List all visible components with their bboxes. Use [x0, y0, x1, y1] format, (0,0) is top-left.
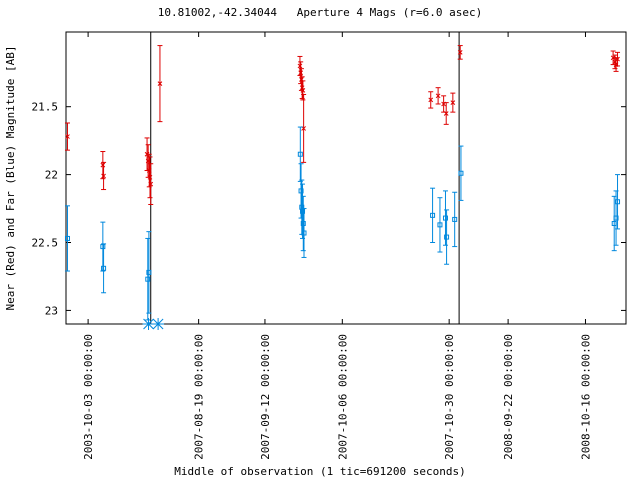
x-axis-label: Middle of observation (1 tic=691200 seco…: [174, 465, 466, 478]
data-point: [157, 81, 163, 86]
data-point: [615, 56, 620, 62]
x-tick-label: 2007-10-06 00:00:00: [336, 334, 349, 460]
data-point: [435, 93, 441, 99]
data-point: [444, 234, 450, 240]
data-point: [457, 50, 463, 55]
data-point: [101, 265, 107, 271]
data-point: [458, 170, 464, 176]
data-point: [300, 220, 306, 226]
data-point: [147, 174, 153, 180]
data-point: [615, 199, 621, 205]
data-point: [443, 111, 449, 116]
data-point: [100, 162, 106, 168]
data-point: [145, 276, 151, 282]
y-tick-label: 22.5: [32, 237, 59, 250]
limit-marker: [142, 318, 155, 330]
data-point: [442, 215, 448, 221]
data-point: [300, 208, 306, 214]
data-point: [298, 70, 304, 76]
data-point: [101, 173, 106, 179]
x-tick-label: 2007-10-30 00:00:00: [443, 334, 456, 460]
data-point: [300, 88, 306, 93]
data-point: [610, 55, 616, 61]
x-tick-label: 2008-10-16 00:00:00: [579, 334, 592, 460]
data-point: [148, 181, 154, 187]
data-point: [428, 97, 434, 103]
data-point: [65, 134, 70, 139]
y-tick-label: 22: [45, 169, 58, 182]
data-point: [430, 212, 436, 218]
chart-title: 10.81002,-42.34044 Aperture 4 Mags (r=6.…: [157, 6, 483, 19]
y-axis-label: Near (Red) and Far (Blue) Magnitude [AB]: [4, 46, 17, 311]
data-point: [437, 222, 443, 228]
x-tick-label: 2007-09-12 00:00:00: [259, 334, 272, 460]
limit-marker: [152, 318, 165, 330]
y-tick-label: 23: [45, 304, 58, 317]
data-point: [450, 100, 456, 105]
data-point: [64, 235, 70, 241]
data-point: [297, 151, 303, 157]
data-point: [301, 230, 307, 236]
x-tick-label: 2008-09-22 00:00:00: [502, 334, 515, 460]
data-point: [146, 269, 152, 275]
data-point: [452, 216, 458, 222]
plot-frame: [65, 31, 627, 325]
data-point: [613, 215, 619, 221]
x-tick-label: 2003-10-03 00:00:00: [82, 334, 95, 460]
data-point: [100, 244, 106, 250]
x-tick-label: 2007-08-19 00:00:00: [193, 334, 206, 460]
y-tick-label: 21.5: [32, 101, 59, 114]
data-point: [298, 188, 304, 194]
data-point: [297, 63, 303, 69]
